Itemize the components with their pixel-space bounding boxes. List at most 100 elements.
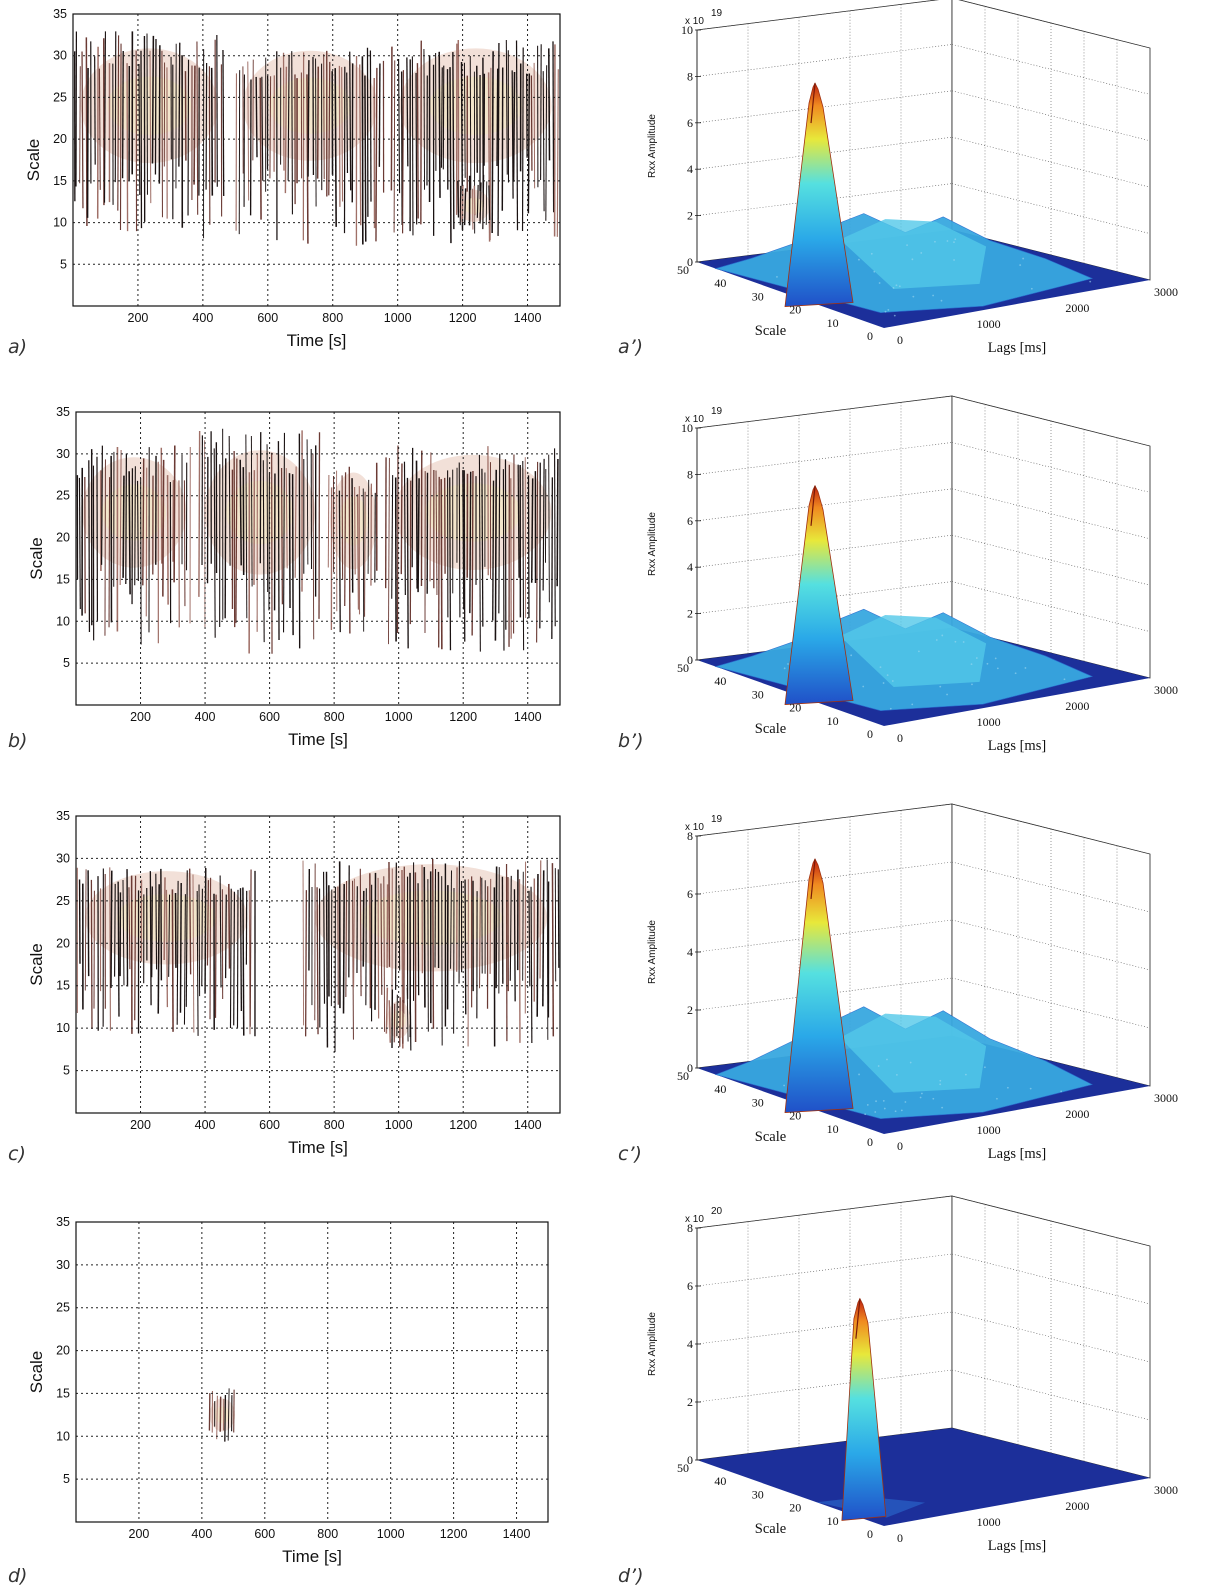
scalogram-stroke — [476, 184, 479, 218]
scalogram-stroke — [495, 866, 498, 989]
scalogram-stroke — [323, 871, 326, 1004]
x-tick-label: 600 — [254, 1527, 275, 1541]
z-axis-title: Rxx Amplitude — [647, 920, 658, 984]
scalogram-stroke — [485, 181, 488, 225]
scalogram-stroke — [151, 35, 155, 164]
scalogram-stroke — [114, 883, 116, 977]
scalogram-stroke — [542, 458, 545, 591]
x-tick-label: 600 — [259, 1118, 280, 1132]
y-axis-title: Scale — [24, 139, 43, 182]
scalogram-stroke — [323, 54, 325, 180]
y-tick-label: 35 — [56, 405, 70, 419]
y-tick-label: 25 — [56, 894, 70, 908]
scalogram-stroke — [318, 432, 321, 619]
surface-mesh-dot — [884, 310, 887, 313]
scalogram-stroke — [400, 71, 403, 226]
axes-frame — [75, 1221, 549, 1523]
scalogram-stroke — [369, 873, 372, 1009]
scalogram-stroke — [440, 67, 443, 168]
scalogram-stroke — [359, 64, 362, 226]
scalogram-stroke — [398, 58, 401, 194]
surface-mesh-dot — [783, 1084, 785, 1087]
y-tick-label: 10 — [56, 614, 70, 628]
scalogram-stroke — [482, 174, 485, 230]
scale-tick-label: 30 — [752, 289, 764, 303]
surface-mesh-dot — [858, 258, 860, 261]
z-multiplier: x 10 — [685, 414, 704, 425]
x-axis-title: Time [s] — [288, 1138, 348, 1157]
surface-mesh-dot — [882, 682, 885, 684]
scalogram-stroke — [380, 883, 383, 995]
surface-mesh-dot — [911, 258, 914, 261]
y-tick-label: 35 — [53, 7, 67, 21]
surface-mesh-dot — [994, 657, 997, 660]
wall-gridline — [696, 136, 953, 170]
scale-tick-label: 10 — [827, 1122, 839, 1136]
scalogram-blobs — [76, 858, 560, 1053]
scalogram-stroke — [224, 1395, 227, 1442]
scale-tick-label: 40 — [714, 1082, 726, 1096]
scalogram-stroke — [165, 889, 169, 1008]
scalogram-blob — [76, 867, 256, 1037]
scalogram-panel-4: 200 400 600 800 1000 1200 1400 5 10 15 20 25 30 35 Tim… — [8, 1215, 549, 1587]
wall-gridline — [696, 1253, 953, 1287]
y-tick-label: 5 — [63, 1064, 70, 1078]
surface-mesh-dot — [919, 1096, 922, 1099]
y-tick-label: 25 — [56, 1301, 70, 1315]
scalogram-stroke — [435, 470, 438, 595]
scale-tick-label: 20 — [789, 1109, 801, 1123]
scalogram-stroke — [545, 65, 548, 221]
scalogram-stroke — [198, 430, 201, 597]
surface-mesh-dot — [858, 1073, 860, 1076]
x-tick-label: 600 — [257, 311, 278, 325]
scalogram-stroke — [473, 185, 476, 216]
scalogram-stroke — [196, 41, 199, 215]
scalogram-stroke — [522, 871, 524, 981]
scalogram-stroke — [117, 881, 120, 1017]
scalogram-stroke — [285, 468, 288, 569]
lag-tick-label: 0 — [897, 333, 903, 347]
scalogram-stroke — [552, 41, 555, 213]
scalogram-stroke — [122, 880, 125, 986]
x-axis-title: Time [s] — [282, 1547, 342, 1566]
scalogram-stroke — [539, 860, 542, 979]
scalogram-stroke — [359, 868, 362, 997]
scalogram-stroke — [367, 479, 370, 574]
y-tick-label: 15 — [56, 979, 70, 993]
scalogram-stroke — [222, 50, 225, 196]
scalogram-stroke — [464, 879, 467, 1015]
scalogram-stroke — [530, 75, 533, 171]
scalogram-stroke — [125, 453, 128, 584]
z-tick-label: 4 — [687, 162, 693, 176]
scale-tick-label: 50 — [677, 661, 689, 675]
scalogram-stroke — [548, 48, 551, 161]
wall-gridline — [696, 1195, 953, 1229]
surface-mesh-dot — [984, 1066, 986, 1069]
scalogram-stroke — [198, 884, 201, 997]
scalogram-stroke — [548, 454, 550, 603]
lag-tick-label: 3000 — [1154, 683, 1178, 697]
scalogram-stroke — [176, 880, 179, 1025]
panel-label: d) — [8, 1565, 27, 1587]
scalogram-stroke — [440, 479, 443, 650]
x-tick-label: 1200 — [449, 311, 477, 325]
scalogram-stroke — [406, 477, 409, 649]
axes-frame — [75, 411, 561, 706]
scalogram-stroke — [149, 50, 152, 204]
scalogram-stroke — [136, 480, 139, 582]
surface-peak — [784, 82, 854, 307]
surface-mesh-dot — [935, 639, 938, 641]
scalogram-stroke — [255, 76, 258, 158]
z-tick-label: 10 — [681, 421, 693, 435]
scalogram-stroke — [269, 76, 272, 179]
surface-ridge-highlight — [839, 614, 987, 688]
surface-mesh-dot — [864, 1113, 867, 1116]
scalogram-stroke — [438, 476, 440, 648]
z-tick-label: 0 — [687, 255, 693, 269]
scalogram-stroke — [306, 74, 309, 244]
surface-mesh-dot — [911, 703, 914, 706]
y-tick-label: 10 — [56, 1429, 70, 1443]
scalogram-stroke — [294, 466, 297, 578]
wall-gridline — [696, 977, 953, 1011]
surface-mesh-dot — [886, 674, 889, 677]
